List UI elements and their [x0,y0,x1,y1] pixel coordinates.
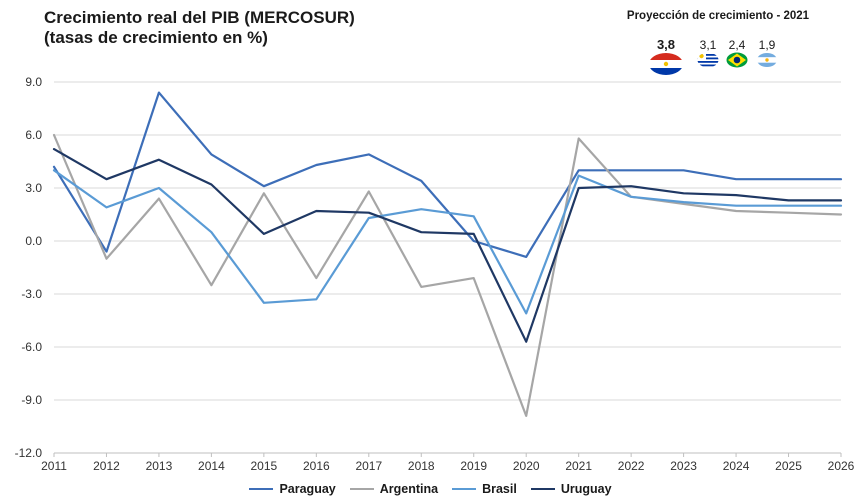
paraguay-flag-icon [649,53,683,75]
x-tick-label: 2021 [565,459,592,473]
x-tick-label: 2016 [303,459,330,473]
x-tick-label: 2025 [775,459,802,473]
legend-swatch-paraguay [249,488,274,490]
legend-item-argentina: Argentina [349,482,439,496]
x-axis: 2011 2012 2013 2014 2015 2016 2017 2018 2019 2020… [41,452,855,473]
y-tick-label: 9.0 [25,75,42,89]
legend-label-argentina: Argentina [379,482,439,496]
chart-series [52,91,843,417]
projection-title: Proyección de crecimiento - 2021 [626,10,810,22]
legend-item-paraguay: Paraguay [249,482,336,496]
x-tick-label: 2018 [408,459,435,473]
x-tick-label: 2014 [198,459,225,473]
series-line-paraguay [52,91,843,258]
y-tick-label: -6.0 [21,340,42,354]
x-tick-label: 2023 [670,459,697,473]
x-tick-label: 2012 [93,459,120,473]
argentina-flag-icon [757,53,777,67]
x-tick-label: 2019 [460,459,487,473]
y-tick-label: -9.0 [21,393,42,407]
series-line-uruguay [52,148,843,343]
projection-value-argentina: 1,9 [758,38,776,52]
legend-label-brasil: Brasil [482,482,517,496]
chart-legend: Paraguay Argentina Brasil Uruguay [0,482,861,496]
x-tick-label: 2022 [618,459,645,473]
projection-item-argentina: 1,9 [756,38,778,71]
legend-swatch-argentina [349,488,374,490]
legend-label-uruguay: Uruguay [560,482,612,496]
x-tick-label: 2026 [828,459,855,473]
chart-title-line-1: Crecimiento real del PIB (MERCOSUR) [44,8,355,27]
series-line-argentina [52,133,843,417]
x-tick-label: 2017 [355,459,382,473]
x-tick-label: 2020 [513,459,540,473]
y-axis: 9.0 6.0 3.0 0.0 -3.0 -6.0 -9.0 -12.0 [15,75,43,460]
projection-item-uruguay: 3,1 [697,38,719,71]
projection-value-uruguay: 3,1 [699,38,717,52]
legend-swatch-brasil [452,488,477,490]
x-tick-label: 2013 [146,459,173,473]
chart-title: Crecimiento real del PIB (MERCOSUR) (tas… [44,8,355,48]
legend-swatch-uruguay [530,488,555,490]
projection-value-paraguay: 3,8 [656,37,676,52]
x-tick-label: 2024 [723,459,750,473]
legend-item-brasil: Brasil [452,482,517,496]
y-tick-label: -12.0 [15,446,43,460]
legend-label-paraguay: Paraguay [279,482,336,496]
series-line-brasil [52,169,843,315]
y-tick-label: 0.0 [25,234,42,248]
y-tick-label: 3.0 [25,181,42,195]
projection-item-paraguay: 3,8 [648,38,684,79]
brazil-flag-icon [726,52,748,68]
legend-item-uruguay: Uruguay [530,482,612,496]
chart-title-line-2: (tasas de crecimiento en %) [44,28,268,47]
x-tick-label: 2011 [41,459,67,473]
y-tick-label: 6.0 [25,128,42,142]
projection-value-brazil: 2,4 [728,38,746,52]
chart-grid [54,81,841,454]
projection-item-brazil: 2,4 [726,38,748,71]
uruguay-flag-icon [697,52,719,68]
y-tick-label: -3.0 [21,287,42,301]
x-tick-label: 2015 [251,459,278,473]
